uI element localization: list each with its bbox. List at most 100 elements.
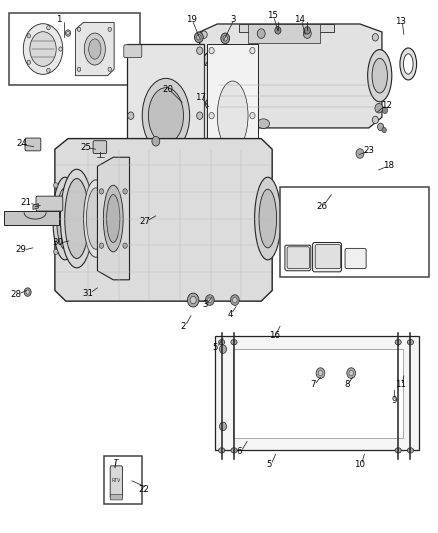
FancyBboxPatch shape <box>93 141 106 154</box>
Circle shape <box>99 243 103 248</box>
Circle shape <box>59 47 62 51</box>
Circle shape <box>303 29 311 38</box>
Ellipse shape <box>257 119 269 128</box>
Ellipse shape <box>23 23 63 74</box>
Polygon shape <box>55 139 272 301</box>
FancyBboxPatch shape <box>279 187 428 277</box>
Text: 5: 5 <box>212 343 217 352</box>
Circle shape <box>67 31 69 35</box>
Ellipse shape <box>57 188 73 249</box>
Ellipse shape <box>135 156 145 171</box>
Circle shape <box>381 127 385 133</box>
Text: 13: 13 <box>394 17 405 26</box>
Circle shape <box>230 295 239 305</box>
Circle shape <box>53 183 58 188</box>
Ellipse shape <box>371 59 387 93</box>
Polygon shape <box>97 157 129 280</box>
Text: 16: 16 <box>268 332 279 340</box>
Text: 28: 28 <box>10 290 21 298</box>
Ellipse shape <box>406 340 413 345</box>
Circle shape <box>223 36 227 41</box>
Circle shape <box>44 216 49 221</box>
Ellipse shape <box>103 185 123 252</box>
Ellipse shape <box>218 340 224 345</box>
Ellipse shape <box>399 48 416 80</box>
Circle shape <box>190 296 196 304</box>
Text: 25: 25 <box>80 143 91 151</box>
Circle shape <box>249 178 254 184</box>
Ellipse shape <box>106 195 120 243</box>
Polygon shape <box>247 24 320 43</box>
Polygon shape <box>33 204 39 209</box>
Ellipse shape <box>84 33 105 65</box>
FancyBboxPatch shape <box>110 466 122 498</box>
Circle shape <box>108 27 111 31</box>
Circle shape <box>274 27 280 34</box>
Circle shape <box>377 123 383 131</box>
Text: 10: 10 <box>353 461 365 469</box>
Circle shape <box>205 99 214 109</box>
Circle shape <box>381 107 387 114</box>
Text: RTV: RTV <box>111 478 121 483</box>
Circle shape <box>232 297 237 303</box>
Text: 3: 3 <box>230 15 235 24</box>
Circle shape <box>208 178 214 184</box>
Circle shape <box>27 34 31 38</box>
Circle shape <box>207 297 212 303</box>
Circle shape <box>346 368 355 378</box>
Circle shape <box>123 243 127 248</box>
Circle shape <box>108 67 111 71</box>
Circle shape <box>219 422 226 431</box>
Circle shape <box>201 31 207 38</box>
Text: 5: 5 <box>266 461 271 469</box>
Text: 27: 27 <box>139 217 150 225</box>
Circle shape <box>53 249 58 254</box>
Polygon shape <box>199 24 381 128</box>
FancyBboxPatch shape <box>36 196 63 211</box>
Text: 31: 31 <box>82 289 93 297</box>
Text: 21: 21 <box>21 198 32 207</box>
Circle shape <box>208 112 214 119</box>
Circle shape <box>220 33 229 44</box>
Circle shape <box>152 136 159 146</box>
Circle shape <box>127 112 134 119</box>
Text: 6: 6 <box>236 448 241 456</box>
Circle shape <box>208 47 214 54</box>
Ellipse shape <box>367 50 391 102</box>
FancyBboxPatch shape <box>215 336 418 450</box>
Ellipse shape <box>394 340 400 345</box>
FancyBboxPatch shape <box>124 45 141 58</box>
Polygon shape <box>284 245 310 271</box>
Circle shape <box>196 47 202 54</box>
Ellipse shape <box>254 177 280 260</box>
FancyBboxPatch shape <box>344 248 365 269</box>
Ellipse shape <box>406 448 413 453</box>
Ellipse shape <box>148 87 183 144</box>
FancyBboxPatch shape <box>286 247 309 269</box>
Circle shape <box>196 112 202 119</box>
Text: 7: 7 <box>310 381 315 389</box>
Circle shape <box>99 189 103 194</box>
Ellipse shape <box>403 54 412 74</box>
Text: 4: 4 <box>227 310 233 319</box>
Circle shape <box>205 295 214 305</box>
Text: 22: 22 <box>138 485 149 494</box>
Circle shape <box>315 368 324 378</box>
Circle shape <box>196 35 201 40</box>
Circle shape <box>318 370 322 376</box>
Circle shape <box>374 103 382 113</box>
Ellipse shape <box>65 179 88 259</box>
Text: 19: 19 <box>185 15 196 24</box>
Text: 17: 17 <box>194 93 205 101</box>
Polygon shape <box>75 22 114 76</box>
Circle shape <box>46 26 50 30</box>
Circle shape <box>257 29 265 38</box>
Ellipse shape <box>199 52 221 100</box>
Circle shape <box>77 27 81 31</box>
Ellipse shape <box>88 39 101 59</box>
Ellipse shape <box>218 448 224 453</box>
Circle shape <box>127 47 134 54</box>
Ellipse shape <box>83 180 108 257</box>
Ellipse shape <box>230 340 237 345</box>
Ellipse shape <box>131 151 149 176</box>
